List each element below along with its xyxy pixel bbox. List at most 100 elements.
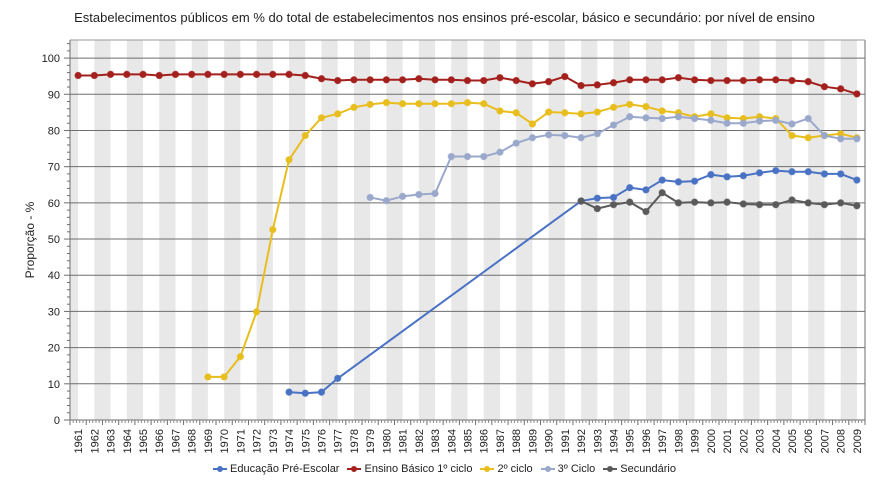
x-tick-label: 1993 [592,429,604,453]
y-tick-label: 80 [48,125,60,137]
data-point [739,119,748,127]
band [418,40,436,420]
x-tick-label: 1991 [560,429,572,453]
data-point [739,172,748,180]
band [321,40,338,420]
y-axis-title: Proporção - % [23,201,37,278]
data-point [577,81,585,90]
data-point [512,76,520,85]
data-point [301,131,309,140]
band [840,40,857,420]
y-tick-label: 60 [48,198,60,210]
data-point [788,196,796,204]
data-point [269,70,277,79]
data-point [707,116,715,125]
data-point [804,134,812,142]
x-tick-label: 1986 [479,429,491,453]
x-tick-label: 1987 [495,429,507,453]
data-point [593,204,601,213]
data-point [723,119,731,127]
x-tick-label: 1963 [106,429,118,453]
data-point [690,198,699,206]
data-point [674,178,683,186]
data-point [755,76,764,84]
data-point [269,225,277,234]
legend-item[interactable]: 3º Ciclo [540,463,595,475]
data-point [480,152,488,161]
data-point [772,76,780,84]
legend: Educação Pré-Escolar Ensino Básico 1º cic… [0,463,889,475]
data-point [609,121,618,129]
y-tick-label: 0 [54,415,60,427]
series-3-ciclo [366,113,861,205]
data-point [836,170,845,178]
legend-item[interactable]: 2º ciclo [480,463,533,475]
data-point [642,102,650,111]
x-tick-label: 2000 [706,429,718,453]
data-point [544,131,553,139]
data-point [171,70,180,79]
y-tick-label: 10 [48,379,60,391]
x-tick-label: 1992 [576,429,588,453]
legend-label: Ensino Básico 1º ciclo [364,463,473,475]
legend-item[interactable]: Secundário [603,463,676,475]
data-point [285,70,293,79]
x-tick-label: 1964 [122,429,134,453]
x-tick-label: 1990 [544,429,556,453]
background-bands [70,40,865,420]
data-point [804,168,812,176]
data-point [739,76,748,85]
data-point [690,76,699,84]
band [224,40,241,420]
band [94,40,111,420]
legend-marker-icon [347,464,362,474]
data-point [577,197,585,205]
data-point [626,76,634,84]
x-tick-label: 1994 [609,429,621,453]
y-tick-label: 40 [48,270,60,282]
data-point [772,116,780,125]
chart-title: Estabelecimentos públicos em % do total … [74,10,815,25]
band [613,40,630,420]
band [191,40,208,420]
data-point [317,114,326,122]
data-point [366,193,374,202]
data-point [723,198,731,206]
data-point [463,152,472,161]
data-point [853,135,861,143]
data-point [496,73,504,82]
x-tick-label: 1971 [235,429,247,453]
band [159,40,176,420]
legend-item[interactable]: Ensino Básico 1º ciclo [347,463,472,475]
data-point [674,73,683,82]
x-tick-label: 1996 [641,429,653,453]
data-point [658,189,666,197]
data-point [609,200,618,209]
series-layer [74,70,861,397]
x-tick-label: 1999 [690,429,702,453]
x-axis-ticks: 1961 1962 1963 1964 1965 1966 1967 1968 1969 1970… [69,420,866,453]
data-point [496,107,504,115]
data-point [382,98,391,107]
data-point [836,135,845,143]
x-tick-label: 1965 [138,429,150,453]
band [808,40,825,420]
y-tick-label: 100 [42,53,60,65]
data-point [820,200,829,209]
data-point [853,90,861,98]
data-point [544,77,553,86]
band [581,40,598,420]
data-point [658,107,666,115]
x-tick-label: 1983 [430,429,442,453]
y-tick-label: 90 [48,89,60,101]
legend-label: Educação Pré-Escolar [230,463,340,475]
data-point [690,177,699,185]
data-point [155,71,163,80]
data-point [577,110,585,118]
data-point [707,110,715,118]
x-tick-label: 1969 [203,429,215,453]
band [516,40,533,420]
data-point [252,70,261,79]
legend-item[interactable]: Educação Pré-Escolar [213,463,339,475]
